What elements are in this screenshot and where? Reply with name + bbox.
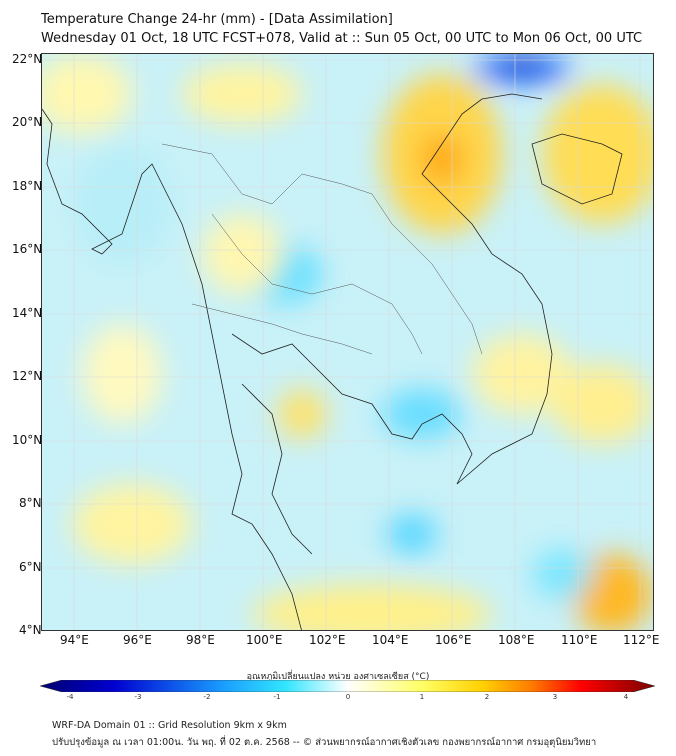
lon-label: 110°E	[561, 633, 598, 647]
lon-label: 108°E	[498, 633, 535, 647]
colorbar-tick: -4	[66, 693, 74, 701]
temperature-change-map[interactable]	[41, 53, 654, 631]
colorbar-tick: 1	[419, 693, 425, 701]
colorbar-tick: -1	[273, 693, 281, 701]
colorbar	[40, 680, 655, 692]
map-subtitle: Wednesday 01 Oct, 18 UTC FCST+078, Valid…	[41, 31, 643, 46]
lat-label: 16°N	[12, 242, 43, 256]
lon-label: 112°E	[623, 633, 660, 647]
footer-model-info: WRF-DA Domain 01 :: Grid Resolution 9km …	[52, 720, 287, 731]
colorbar-tick: 0	[345, 693, 351, 701]
lat-label: 22°N	[12, 52, 43, 66]
lat-label: 8°N	[19, 496, 42, 510]
colorbar-tick: 3	[552, 693, 558, 701]
lon-label: 102°E	[309, 633, 346, 647]
colorbar-tick: -3	[134, 693, 142, 701]
lon-label: 98°E	[186, 633, 215, 647]
lat-label: 4°N	[19, 623, 42, 637]
lon-label: 104°E	[372, 633, 409, 647]
lat-label: 20°N	[12, 115, 43, 129]
lat-label: 18°N	[12, 179, 43, 193]
lon-label: 100°E	[246, 633, 283, 647]
lon-label: 106°E	[435, 633, 472, 647]
colorbar-label: อุณหภูมิเปลี่ยนแปลง หน่วย องศาเซลเซียส (…	[246, 672, 430, 682]
lat-label: 14°N	[12, 306, 43, 320]
colorbar-tick: -2	[203, 693, 211, 701]
lat-label: 12°N	[12, 369, 43, 383]
map-canvas	[42, 54, 653, 630]
colorbar-tick: 4	[623, 693, 629, 701]
coastlines	[42, 93, 623, 630]
map-title: Temperature Change 24-hr (mm) - [Data As…	[41, 12, 393, 27]
admin-boundaries	[161, 143, 483, 355]
lon-label: 96°E	[123, 633, 152, 647]
graticule	[42, 54, 653, 630]
lat-label: 10°N	[12, 433, 43, 447]
footer-credit: ปรับปรุงข้อมูล ณ เวลา 01:00น. วัน พฤ. ที…	[52, 737, 597, 748]
colorbar-tick: 2	[484, 693, 490, 701]
lat-label: 6°N	[19, 560, 42, 574]
lon-label: 94°E	[60, 633, 89, 647]
